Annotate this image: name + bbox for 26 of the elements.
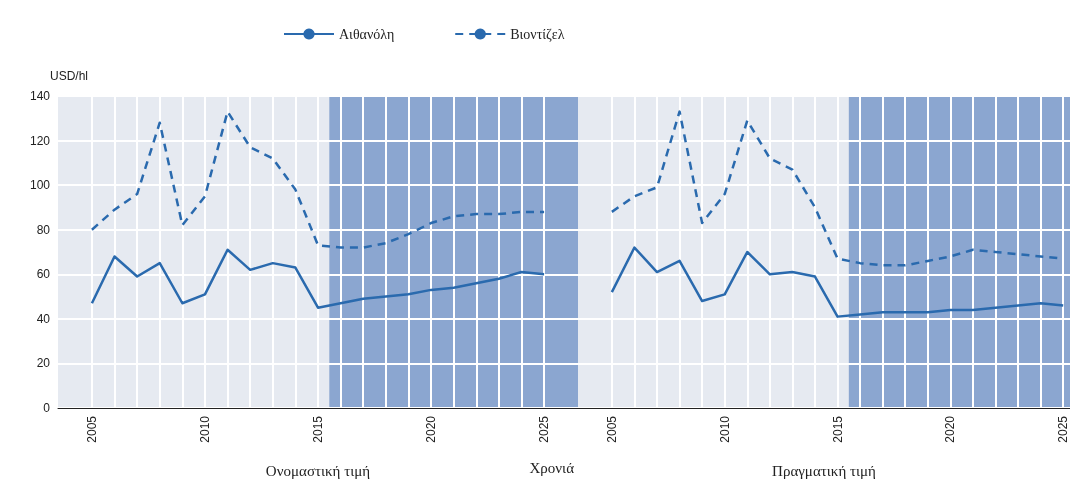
x-axis-title: Πραγματική τιμή [772, 462, 877, 479]
x-tick-label: 2005 [604, 415, 619, 443]
x-tick-label: 2010 [717, 415, 732, 443]
x-axis-title: Ονομαστική τιμή [265, 462, 371, 479]
x-tick-label: 2010 [197, 415, 212, 443]
x-tick-label: 2015 [830, 415, 845, 443]
y-tick-label: 140 [29, 89, 51, 103]
y-tick-label: 80 [36, 222, 51, 237]
legend-label: Αιθανόλη [339, 26, 395, 42]
x-tick-label: 2025 [537, 415, 552, 443]
x-tick-label: 2025 [1056, 415, 1071, 443]
text: Χρονιά [529, 459, 575, 476]
y-tick-label: 0 [43, 401, 51, 415]
y-axis-title: USD/hl [49, 69, 88, 83]
y-tick-label: 120 [29, 133, 51, 148]
y-tick-label: 60 [36, 267, 51, 282]
line-series [90, 110, 546, 249]
x-tick-label: 2020 [943, 415, 958, 443]
line-series [90, 248, 546, 309]
legend-label: Βιοντίζελ [510, 26, 565, 42]
y-tick-label: 20 [36, 356, 51, 371]
y-tick-label: 100 [29, 178, 51, 193]
y-tick-label: 40 [36, 311, 51, 326]
x-tick-label: 2005 [84, 415, 99, 443]
x-tick-label: 2015 [311, 415, 325, 443]
x-tick-label: 2020 [424, 415, 439, 443]
